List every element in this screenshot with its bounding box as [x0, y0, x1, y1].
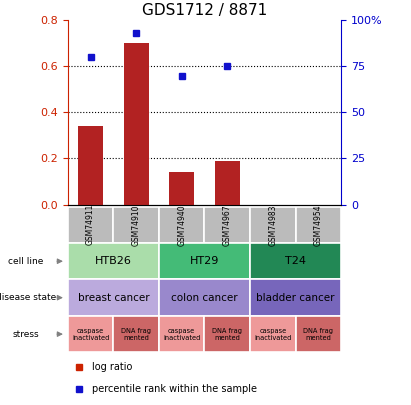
Text: GSM74910: GSM74910: [132, 204, 141, 245]
Bar: [124, 43, 149, 205]
Text: caspase
inactivated: caspase inactivated: [72, 328, 109, 341]
Bar: [68, 243, 159, 279]
Text: cell line: cell line: [8, 257, 44, 266]
Bar: [159, 207, 205, 243]
Text: caspase
inactivated: caspase inactivated: [254, 328, 291, 341]
Text: GSM74940: GSM74940: [177, 204, 186, 245]
Bar: [159, 243, 250, 279]
Text: GSM74983: GSM74983: [268, 204, 277, 245]
Bar: [215, 161, 240, 205]
Text: percentile rank within the sample: percentile rank within the sample: [92, 384, 257, 394]
Bar: [68, 316, 113, 352]
Bar: [250, 316, 296, 352]
Text: log ratio: log ratio: [92, 362, 133, 372]
Text: GSM74954: GSM74954: [314, 204, 323, 245]
Text: DNA frag
mented: DNA frag mented: [212, 328, 242, 341]
Bar: [250, 279, 341, 316]
Bar: [250, 207, 296, 243]
Text: DNA frag
mented: DNA frag mented: [303, 328, 333, 341]
Text: T24: T24: [285, 256, 306, 266]
Bar: [68, 279, 159, 316]
Text: GSM74967: GSM74967: [223, 204, 232, 245]
Bar: [78, 126, 103, 205]
Text: HT29: HT29: [190, 256, 219, 266]
Bar: [113, 316, 159, 352]
Text: GSM74911: GSM74911: [86, 204, 95, 245]
Bar: [159, 279, 250, 316]
Text: bladder cancer: bladder cancer: [256, 293, 335, 303]
Text: HTB26: HTB26: [95, 256, 132, 266]
Text: stress: stress: [12, 330, 39, 339]
Title: GDS1712 / 8871: GDS1712 / 8871: [142, 3, 267, 18]
Text: breast cancer: breast cancer: [78, 293, 149, 303]
Bar: [68, 207, 113, 243]
Text: caspase
inactivated: caspase inactivated: [163, 328, 201, 341]
Text: disease state: disease state: [0, 293, 56, 302]
Text: colon cancer: colon cancer: [171, 293, 238, 303]
Bar: [205, 316, 250, 352]
Bar: [205, 207, 250, 243]
Bar: [113, 207, 159, 243]
Bar: [296, 207, 341, 243]
Text: DNA frag
mented: DNA frag mented: [121, 328, 151, 341]
Bar: [169, 172, 194, 205]
Bar: [159, 316, 205, 352]
Bar: [250, 243, 341, 279]
Bar: [296, 316, 341, 352]
